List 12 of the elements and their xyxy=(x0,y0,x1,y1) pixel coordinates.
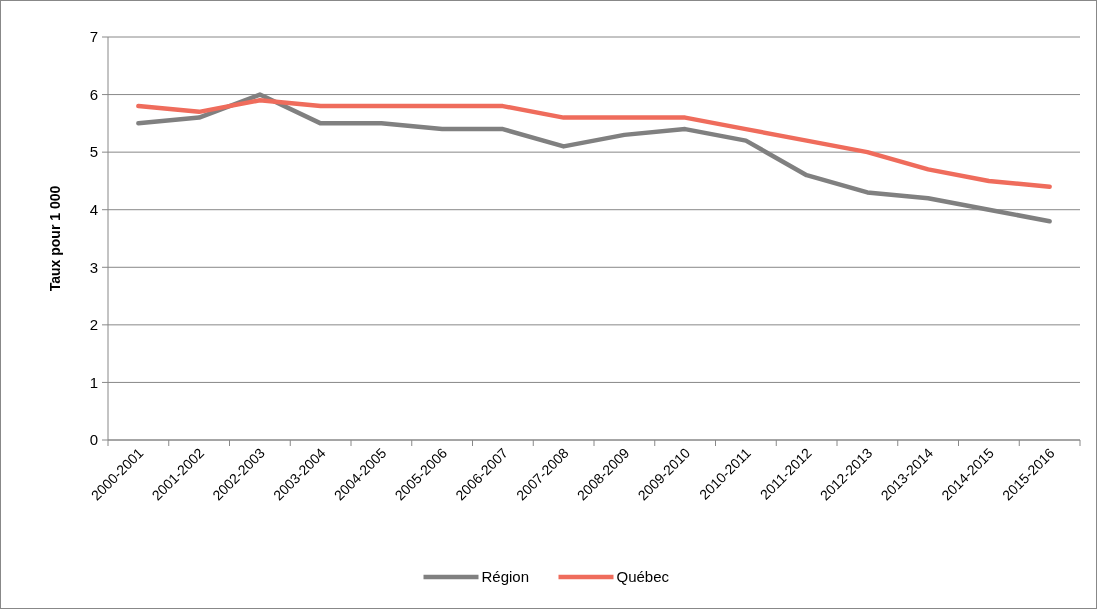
y-tick-label: 7 xyxy=(89,28,98,46)
y-tick-label: 6 xyxy=(89,85,98,103)
y-tick-label: 3 xyxy=(89,258,98,276)
y-tick-label: 4 xyxy=(89,200,98,218)
legend-label: Région xyxy=(481,568,530,586)
y-tick-label: 0 xyxy=(89,431,98,449)
y-axis-title: Taux pour 1 000 xyxy=(47,185,63,292)
y-tick-label: 5 xyxy=(89,143,98,161)
y-tick-label: 2 xyxy=(89,316,98,334)
line-series xyxy=(136,98,1052,189)
legend-label: Québec xyxy=(616,568,670,586)
y-tick-label: 1 xyxy=(89,373,98,391)
